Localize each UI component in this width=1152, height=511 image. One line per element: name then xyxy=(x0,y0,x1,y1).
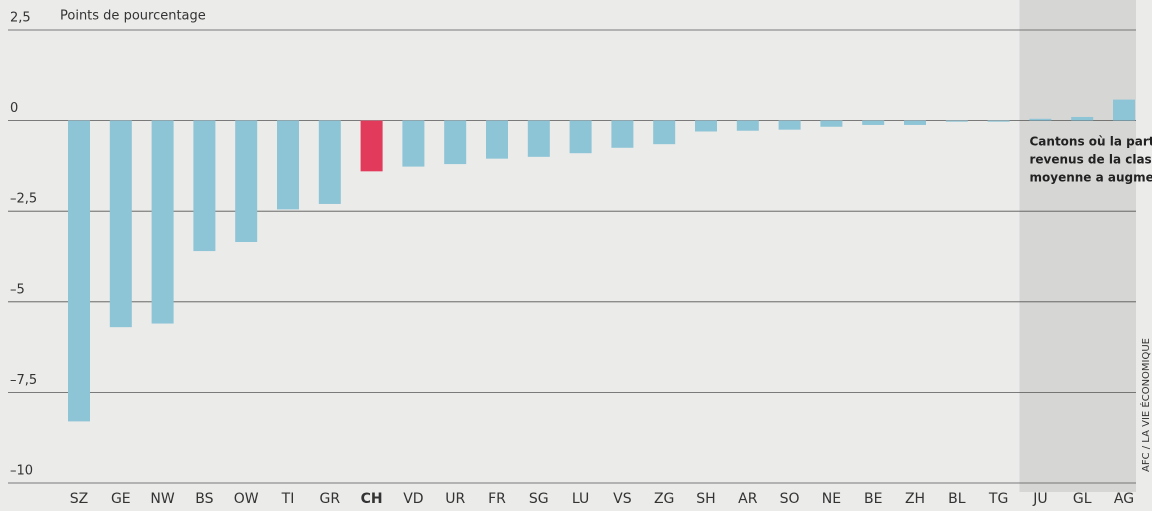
x-tick-label: SZ xyxy=(70,491,88,507)
x-tick-label: ZG xyxy=(654,491,674,507)
x-tick-label: GE xyxy=(111,491,131,507)
bar xyxy=(778,120,801,130)
bar xyxy=(444,120,467,165)
highlight-region xyxy=(1019,0,1136,492)
bar xyxy=(193,120,216,252)
bar xyxy=(486,120,508,159)
bar xyxy=(1071,116,1094,121)
bar xyxy=(318,120,341,204)
y-tick-label: –10 xyxy=(10,464,33,479)
bar xyxy=(1029,118,1052,121)
x-tick-label: LU xyxy=(572,491,589,507)
x-tick-label: VD xyxy=(403,491,423,507)
x-tick-label: ZH xyxy=(905,491,925,507)
y-tick-label: –7,5 xyxy=(10,373,37,388)
x-tick-label: OW xyxy=(234,491,259,507)
bar xyxy=(109,120,132,328)
x-tick-label: TG xyxy=(988,491,1008,507)
annotation: moyenne a augmenté xyxy=(1030,171,1152,185)
x-tick-label: VS xyxy=(613,491,632,507)
x-tick-label: BE xyxy=(864,491,882,507)
bar xyxy=(945,120,968,122)
bar xyxy=(862,120,885,125)
annotation: Cantons où la part des xyxy=(1030,135,1152,149)
bar xyxy=(402,120,425,167)
x-tick-label: JU xyxy=(1032,491,1047,507)
x-tick-label: SO xyxy=(780,491,800,507)
bar xyxy=(569,120,592,154)
bar xyxy=(277,120,299,210)
y-tick-label: –5 xyxy=(10,282,25,297)
source: AFC / LA VIE ÉCONOMIQUE xyxy=(1139,338,1152,472)
x-tick-label: BL xyxy=(948,491,966,507)
y-tick-label: –2,5 xyxy=(10,192,37,207)
x-tick-label: AG xyxy=(1114,491,1134,507)
x-tick-label: UR xyxy=(445,491,465,507)
x-tick-label: FR xyxy=(488,491,506,507)
x-tick-label: NW xyxy=(150,491,174,507)
x-tick-label: SG xyxy=(529,491,549,507)
bar xyxy=(987,120,1010,122)
bar xyxy=(1113,99,1135,121)
bar xyxy=(820,120,843,127)
x-tick-label: GL xyxy=(1073,491,1092,507)
y-tick-label: 2,5 xyxy=(10,11,31,26)
bar xyxy=(904,120,926,125)
bar xyxy=(68,120,90,422)
bar xyxy=(360,120,383,172)
y-axis-label: Points de pourcentage xyxy=(60,9,206,24)
y-tick-label: 0 xyxy=(10,101,18,116)
bar xyxy=(611,120,634,148)
x-tick-label: GR xyxy=(320,491,341,507)
x-tick-label: NE xyxy=(822,491,841,507)
bar xyxy=(736,120,759,131)
bar xyxy=(653,120,676,145)
x-tick-label: AR xyxy=(738,491,758,507)
x-tick-label: BS xyxy=(195,491,213,507)
bar xyxy=(527,120,550,157)
bar xyxy=(695,120,717,132)
annotation: revenus de la classe xyxy=(1030,153,1152,167)
bar xyxy=(151,120,174,324)
x-tick-label: CH xyxy=(361,491,383,507)
x-tick-label: TI xyxy=(281,491,295,507)
bar xyxy=(235,120,258,243)
x-tick-label: SH xyxy=(696,491,715,507)
